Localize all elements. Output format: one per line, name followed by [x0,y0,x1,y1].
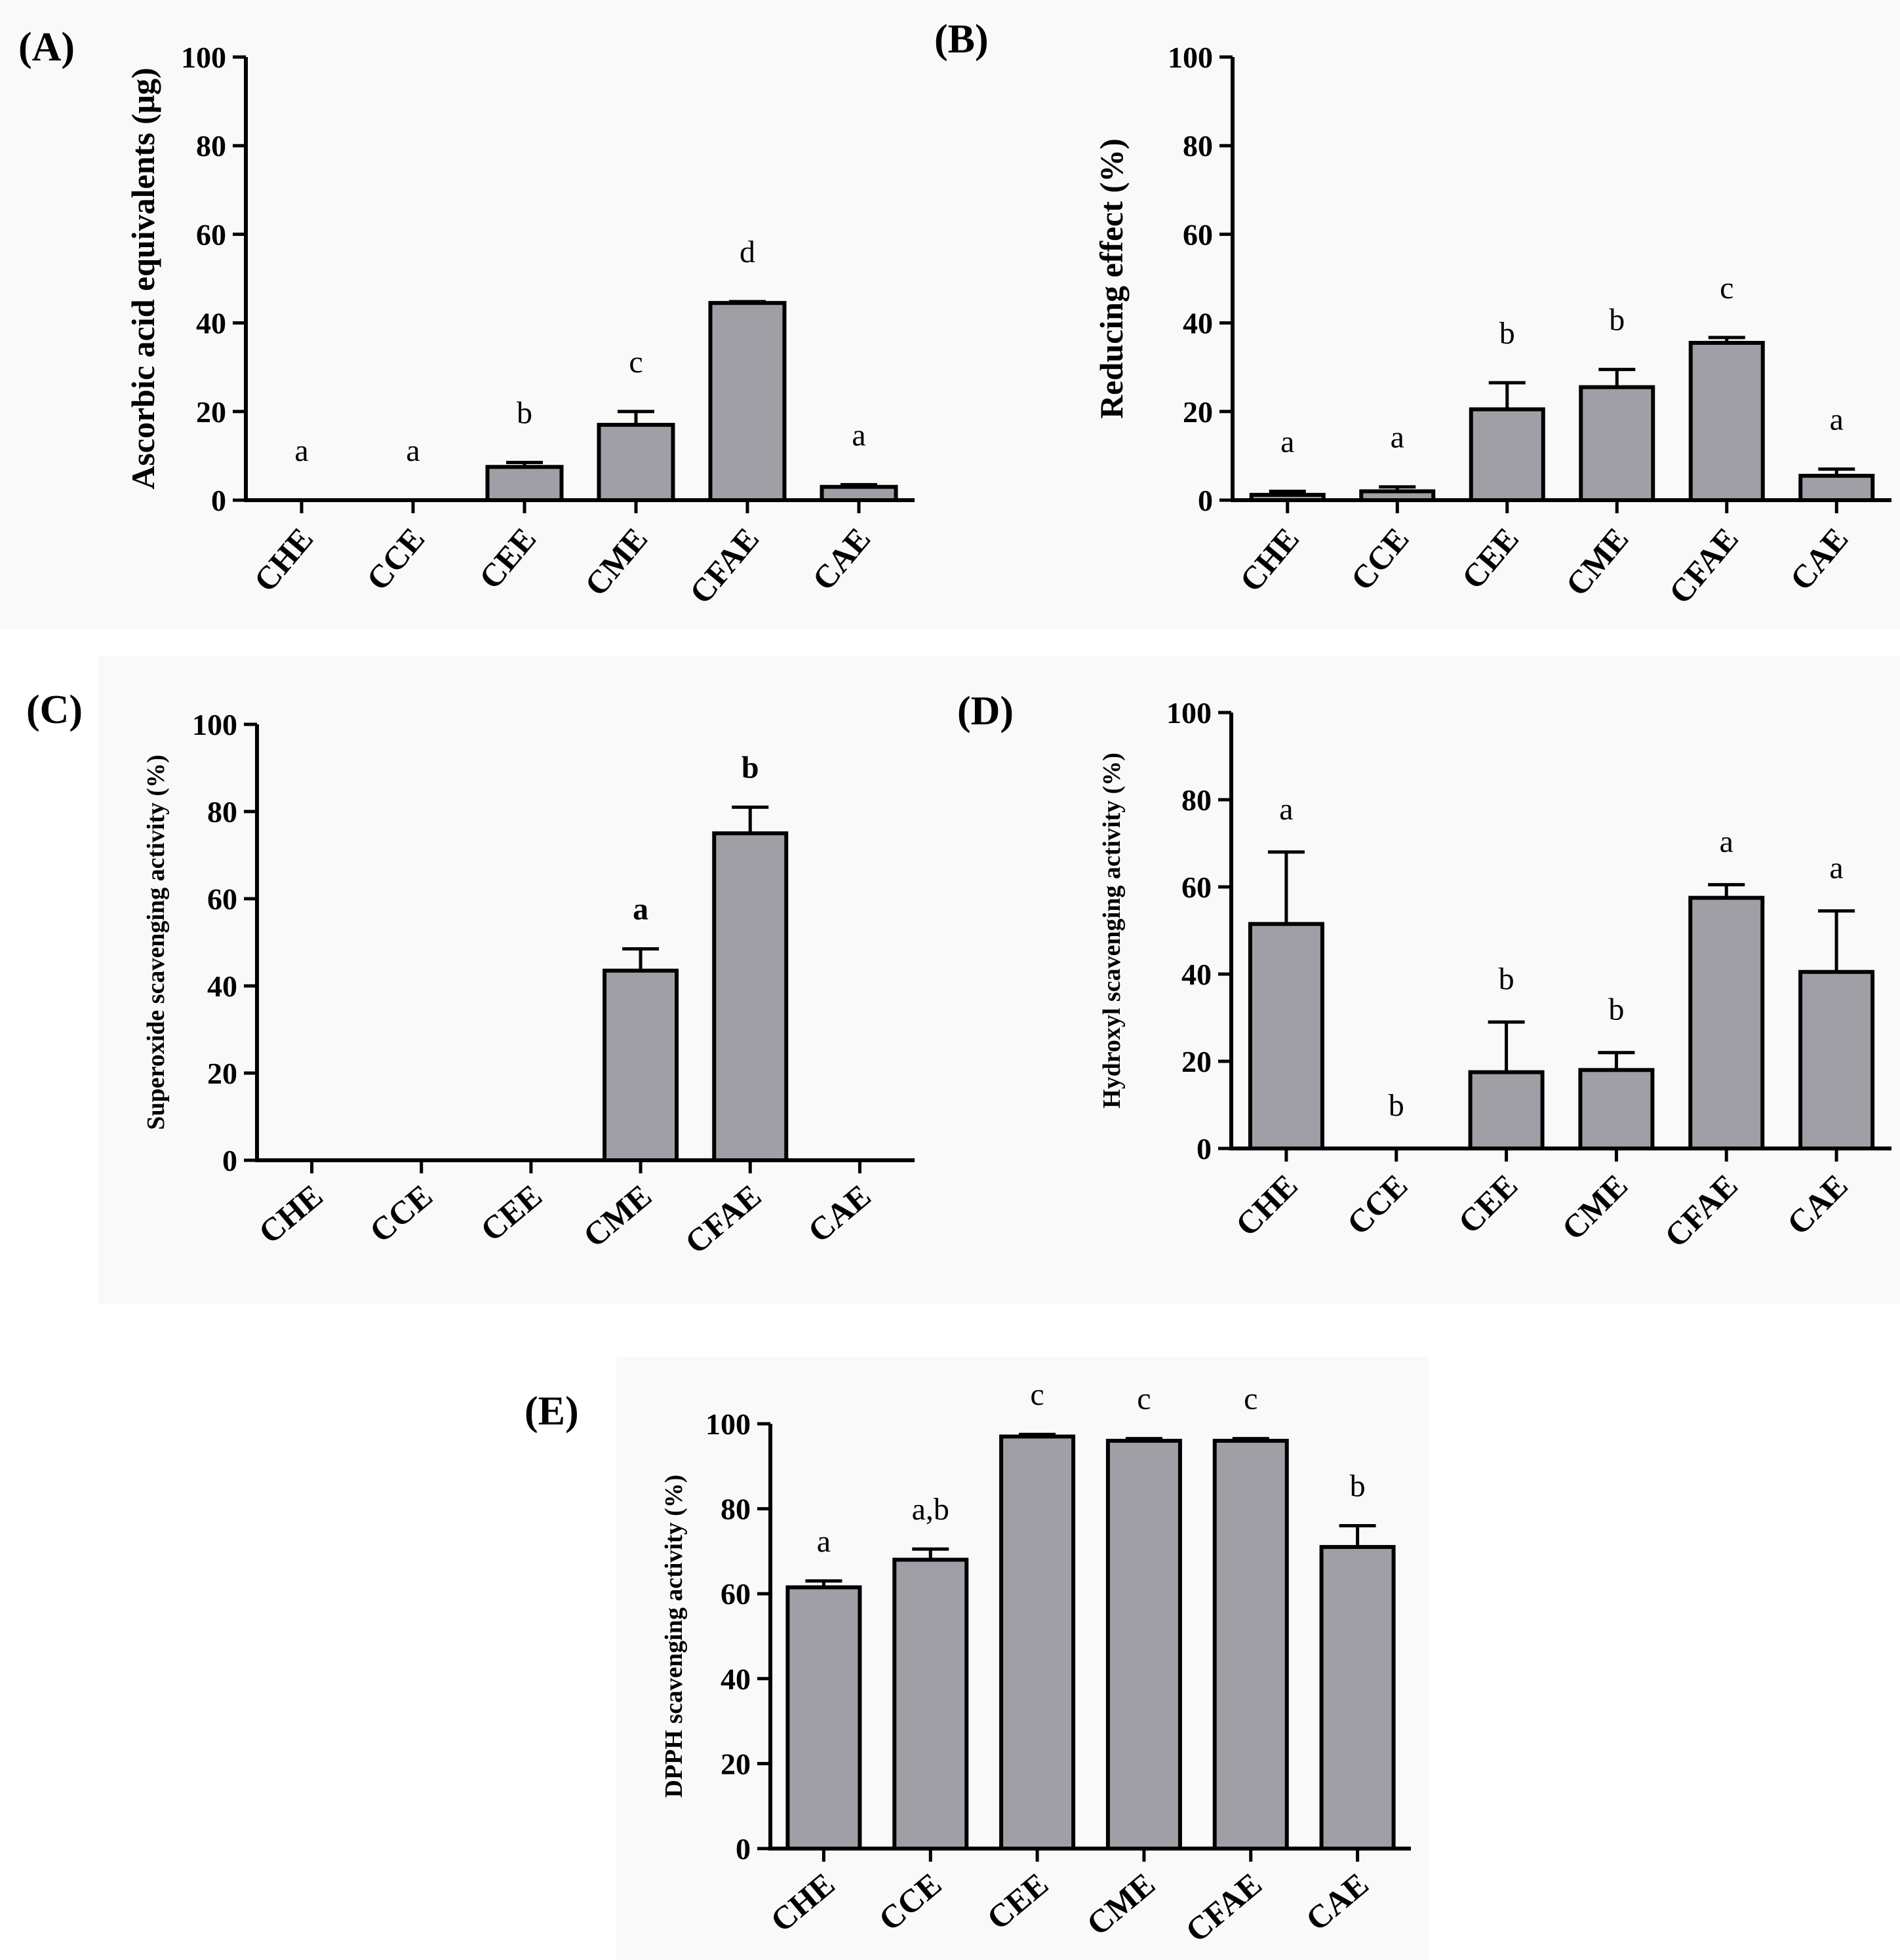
bar-e-cee [999,1434,1076,1851]
y-axis-title-b: Reducing effect (%) [1093,138,1130,419]
panel-label-d: (D) [957,689,1014,734]
bar-b-cfae [1688,341,1765,503]
significance-letter-a-cae: a [852,418,865,452]
significance-letter-a-cce: a [406,433,420,468]
panel-label-c: (C) [26,688,83,732]
y-tick-label-a: 60 [196,218,226,251]
y-tick-label-b: 0 [1198,484,1213,517]
y-tick-label-a: 100 [181,41,226,74]
significance-letter-c-cfae: b [742,750,759,785]
significance-letter-d-cee: b [1499,962,1514,996]
significance-letter-d-cfae: a [1720,825,1733,859]
y-tick-label-d: 60 [1181,871,1212,904]
significance-letter-e-cae: b [1350,1469,1366,1504]
panel-label-a: (A) [18,25,75,69]
bar-b-cme [1579,385,1655,502]
y-axis-title-e: DPPH scavenging activity (%) [660,1475,688,1798]
bar-e-che [785,1585,862,1851]
y-tick-label-c: 100 [192,708,237,741]
bar-d-cee [1468,1070,1545,1150]
y-tick-label-a: 80 [196,129,226,163]
significance-letter-a-cme: c [629,345,643,380]
panel-label-b: (B) [934,17,989,62]
y-tick-label-e: 60 [721,1577,751,1611]
chart-panel-d: (D) Hydroxyl scavenging activity (%) 0 20 40… [957,689,1891,1254]
significance-letter-b-cfae: c [1720,271,1733,305]
y-tick-label-b: 20 [1183,395,1213,429]
y-tick-label-d: 80 [1181,783,1212,817]
bar-e-cfae [1212,1438,1289,1851]
bar-a-cfae [708,301,787,502]
bar-b-cce [1359,489,1436,502]
panel-b-background [938,0,1900,629]
panel-c-background [98,656,990,1304]
bar-a-cae [820,484,898,502]
significance-letter-b-che: a [1280,424,1294,459]
bar-b-cae [1798,473,1875,503]
significance-letter-e-che: a [817,1524,831,1559]
bar-b-che [1249,492,1326,502]
y-axis-title-c: Superoxide scavenging activity (%) [142,755,170,1129]
y-tick-label-c: 0 [222,1144,237,1177]
y-tick-label-e: 0 [736,1832,751,1866]
bar-c-cme [603,968,679,1162]
significance-letter-b-cee: b [1499,316,1515,351]
significance-letter-d-cce: b [1389,1088,1404,1123]
significance-letter-d-che: a [1279,792,1293,827]
significance-letter-b-cae: a [1830,402,1844,437]
significance-letter-d-cme: b [1608,992,1624,1027]
y-tick-label-a: 0 [211,484,226,517]
bar-e-cae [1319,1544,1396,1851]
bar-e-cme [1105,1438,1182,1851]
significance-letter-e-cce: a,b [912,1492,949,1527]
y-tick-label-d: 100 [1166,696,1212,730]
y-tick-label-b: 40 [1183,307,1213,340]
significance-letter-e-cme: c [1137,1382,1151,1417]
bar-d-cme [1578,1068,1655,1151]
significance-letter-d-cae: a [1829,851,1843,886]
y-tick-label-c: 20 [207,1057,237,1090]
bar-d-cae [1798,970,1875,1151]
y-tick-label-b: 60 [1183,218,1213,251]
significance-letter-a-che: a [294,433,308,468]
significance-letter-a-cfae: d [740,235,755,269]
y-tick-label-a: 40 [196,307,226,340]
y-axis-title-d: Hydroxyl scavenging activity (%) [1098,753,1126,1108]
y-tick-label-e: 40 [721,1662,751,1696]
y-axis-title-a: Ascorbic acid equivalents (μg) [125,68,161,490]
bar-a-cme [597,423,675,503]
significance-letter-e-cfae: c [1244,1382,1257,1417]
panel-label-e: (E) [524,1389,579,1434]
y-tick-label-d: 40 [1181,958,1212,991]
y-tick-label-a: 20 [196,395,226,429]
y-tick-label-c: 80 [207,795,237,829]
bar-d-cfae [1688,895,1765,1150]
bar-b-cee [1469,407,1545,502]
significance-letter-a-cee: b [517,396,532,431]
significance-letter-c-cme: a [633,892,648,926]
bar-e-cce [892,1558,969,1851]
bar-c-cfae [712,831,789,1162]
significance-letter-b-cce: a [1391,420,1404,455]
y-tick-label-e: 100 [705,1407,751,1441]
y-tick-label-b: 80 [1183,129,1213,163]
bar-d-che [1248,922,1324,1151]
y-tick-label-d: 0 [1197,1132,1212,1166]
y-tick-label-c: 40 [207,970,237,1003]
y-tick-label-c: 60 [207,882,237,916]
y-tick-label-e: 20 [721,1747,751,1780]
y-tick-label-d: 20 [1181,1045,1212,1078]
bar-a-cee [485,465,564,502]
significance-letter-e-cee: c [1030,1377,1044,1412]
y-tick-label-e: 80 [721,1493,751,1526]
y-tick-label-b: 100 [1168,41,1213,74]
significance-letter-b-cme: b [1609,303,1625,338]
